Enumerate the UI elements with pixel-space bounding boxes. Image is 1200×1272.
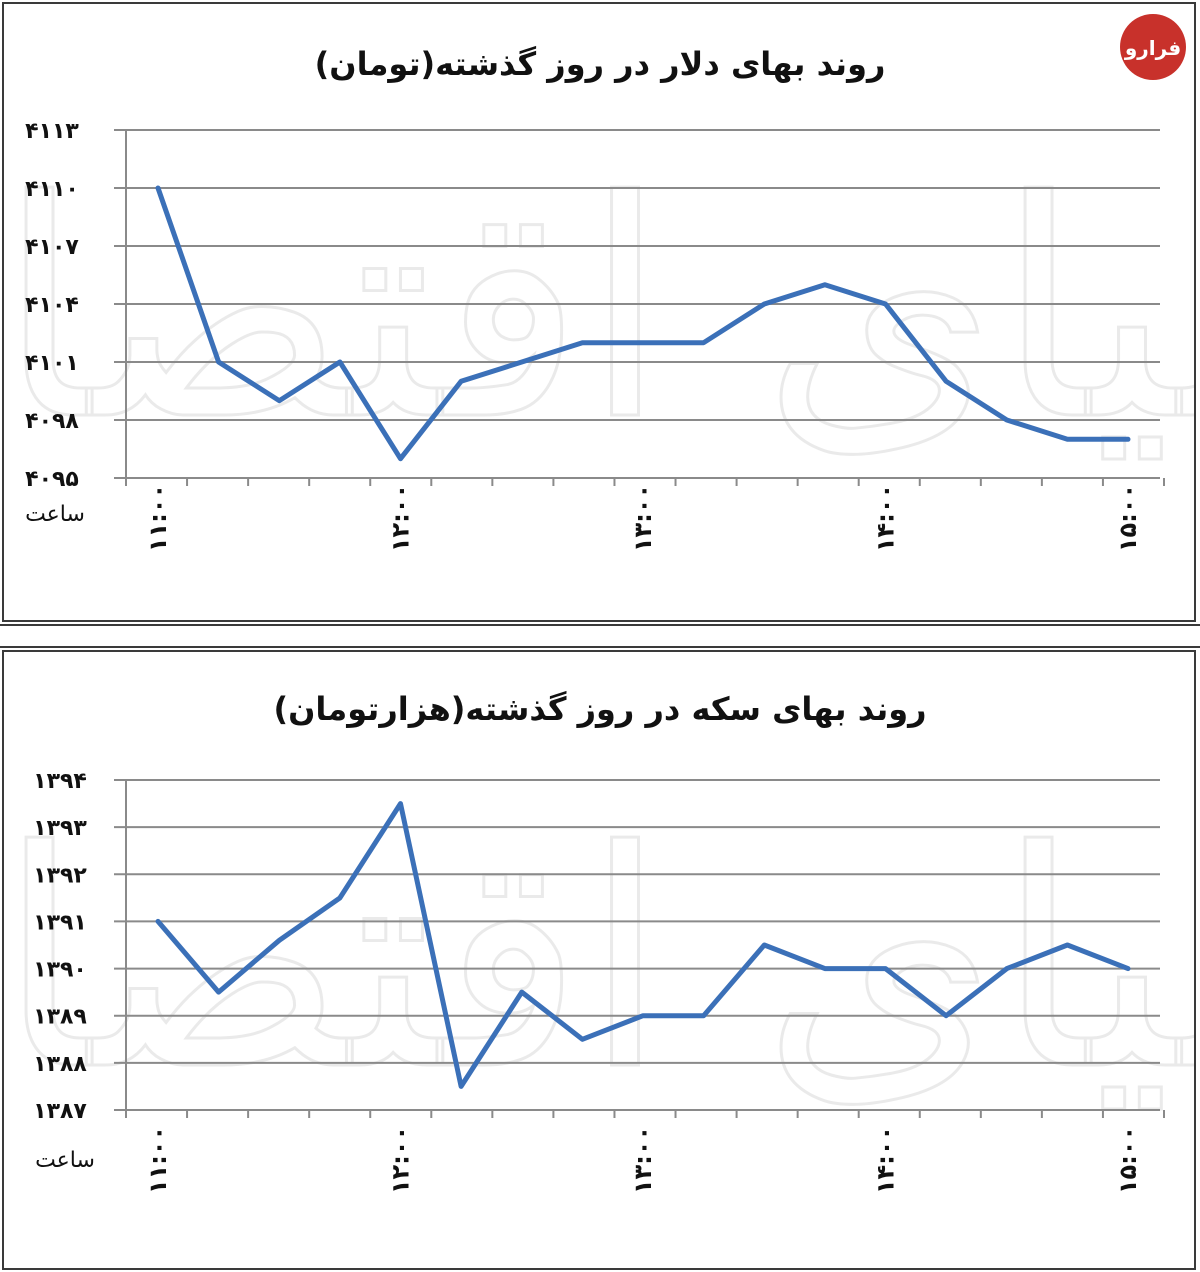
y-tick-label: ۴۱۱۳ [25, 119, 79, 144]
y-tick-label: ۴۱۱۰ [25, 177, 79, 202]
dollar-chart: دنیای اقتصاد روند بهای دلار در روز گذشته(… [4, 45, 1194, 552]
x-tick-label: ۱۵:۰۰ [1114, 484, 1142, 552]
y-tick-label: ۱۳۹۲ [33, 863, 87, 888]
dollar-chart-panel: دنیای اقتصاد روند بهای دلار در روز گذشته(… [2, 2, 1196, 622]
y-tick-label: ۴۱۰۱ [25, 351, 79, 376]
coin-chart-panel: دنیای اقتصاد روند بهای سکه در روز گذشته(ه… [2, 650, 1196, 1270]
chart-title: روند بهای دلار در روز گذشته(تومان) [315, 45, 886, 83]
panel-divider [0, 624, 1200, 648]
y-tick-label: ۱۳۹۴ [33, 769, 87, 794]
chart-title: روند بهای سکه در روز گذشته(هزارتومان) [273, 690, 926, 728]
watermark-text: دنیای اقتصاد [4, 787, 1194, 1136]
x-tick-label: ۱۵:۰۰ [1114, 1126, 1142, 1194]
x-tick-label: ۱۱:۰۰ [144, 1126, 172, 1194]
y-tick-label: ۱۳۹۱ [33, 910, 87, 935]
y-tick-label: ۱۳۸۸ [33, 1052, 87, 1077]
fararu-logo: فرارو [1120, 14, 1186, 80]
logo-text: فرارو [1124, 36, 1181, 60]
x-tick-label: ۱۴:۰۰ [872, 484, 900, 552]
y-tick-label: ۱۳۸۹ [33, 1005, 87, 1030]
y-tick-label: ۴۰۹۸ [25, 409, 79, 434]
y-tick-label: ۴۱۰۴ [25, 293, 79, 318]
y-tick-label: ۱۳۹۰ [33, 958, 87, 983]
y-tick-label: ۴۱۰۷ [25, 235, 79, 260]
x-axis-unit-label: ساعت [35, 1148, 95, 1173]
logo-badge [1120, 14, 1186, 80]
x-tick-label: ۱۳:۰۰ [629, 1126, 657, 1194]
y-tick-label: ۱۳۹۳ [33, 816, 87, 841]
x-tick-label: ۱۲:۰۰ [387, 484, 415, 552]
x-axis-unit-label: ساعت [25, 502, 85, 527]
y-tick-label: ۴۰۹۵ [25, 467, 79, 492]
watermark-text: دنیای اقتصاد [4, 137, 1194, 486]
coin-chart: دنیای اقتصاد روند بهای سکه در روز گذشته(ه… [4, 690, 1194, 1194]
x-tick-label: ۱۴:۰۰ [872, 1126, 900, 1194]
y-tick-label: ۱۳۸۷ [33, 1099, 87, 1124]
x-tick-label: ۱۱:۰۰ [144, 484, 172, 552]
x-tick-label: ۱۲:۰۰ [387, 1126, 415, 1194]
x-tick-label: ۱۳:۰۰ [629, 484, 657, 552]
